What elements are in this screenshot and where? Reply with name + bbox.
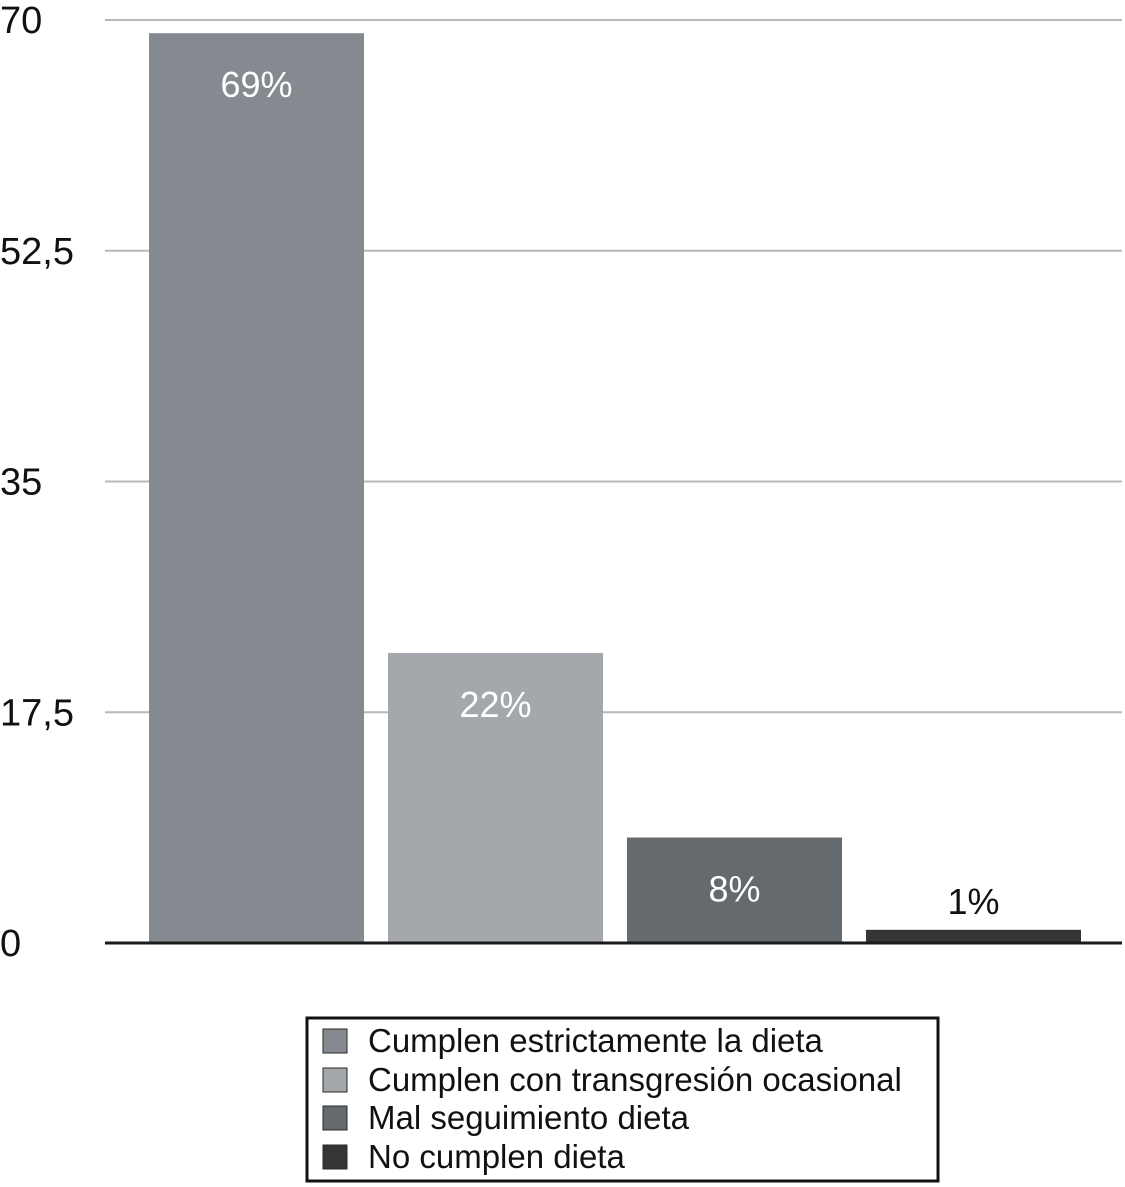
data-label-3: 8% bbox=[708, 869, 760, 910]
data-label-4: 1% bbox=[947, 881, 999, 922]
legend-swatch-1 bbox=[322, 1028, 348, 1054]
legend-swatch-4 bbox=[322, 1144, 348, 1170]
y-axis-ticks: 0 17,5 35 52,5 70 bbox=[0, 0, 74, 965]
bar-4 bbox=[866, 929, 1081, 943]
data-label-2: 22% bbox=[459, 684, 531, 725]
legend-label-1: Cumplen estrictamente la dieta bbox=[368, 1022, 824, 1059]
bar-1 bbox=[149, 33, 364, 943]
legend-swatch-2 bbox=[322, 1067, 348, 1093]
legend-box bbox=[305, 1016, 940, 1183]
y-tick-label: 35 bbox=[0, 462, 42, 504]
y-tick-label: 52,5 bbox=[0, 231, 74, 273]
bar-2 bbox=[388, 652, 603, 943]
data-label-1: 69% bbox=[220, 64, 292, 105]
legend-label-3: Mal seguimiento dieta bbox=[368, 1099, 690, 1136]
bars bbox=[149, 33, 1081, 943]
legend-swatch-3 bbox=[322, 1105, 348, 1131]
y-tick-label: 0 bbox=[0, 923, 21, 965]
bar-3 bbox=[627, 837, 842, 943]
legend-label-2: Cumplen con transgresión ocasional bbox=[368, 1061, 902, 1098]
y-tick-label: 70 bbox=[0, 0, 42, 42]
y-tick-label: 17,5 bbox=[0, 692, 74, 734]
legend-label-4: No cumplen dieta bbox=[368, 1138, 625, 1175]
data-labels: 69% 22% 8% 1% bbox=[220, 64, 999, 922]
